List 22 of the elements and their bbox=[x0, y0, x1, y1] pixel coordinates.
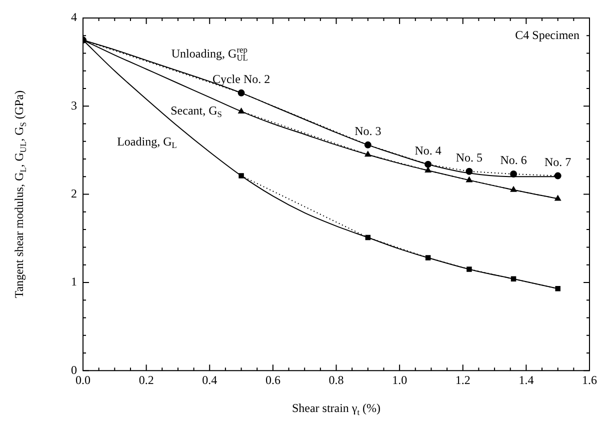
annotation: No. 4 bbox=[414, 143, 442, 158]
x-tick-label: 1.0 bbox=[392, 372, 408, 387]
y-tick-label: 2 bbox=[71, 186, 77, 200]
x-tick-label: 0.8 bbox=[328, 372, 344, 387]
x-tick-label: 0.2 bbox=[138, 372, 154, 387]
y-tick-label: 4 bbox=[71, 10, 77, 24]
x-tick-label: 0.0 bbox=[76, 372, 90, 387]
y-tick-label: 0 bbox=[71, 362, 77, 377]
x-tick-label: 1.6 bbox=[582, 372, 597, 387]
annotation: No. 7 bbox=[544, 154, 572, 169]
y-tick-label: 3 bbox=[71, 98, 77, 112]
y-axis-title: Tangent shear modulus, GL, GUL, GS (GPa) bbox=[12, 90, 28, 298]
annotation: No. 3 bbox=[354, 124, 382, 138]
x-tick-label: 1.2 bbox=[455, 372, 470, 387]
y-tick-label: 1 bbox=[71, 274, 77, 289]
annotation: Cycle No. 2 bbox=[212, 72, 270, 86]
x-tick-label: 1.4 bbox=[518, 372, 534, 387]
x-tick-label: 0.4 bbox=[202, 372, 218, 387]
annotation: No. 6 bbox=[500, 153, 527, 168]
annotation: No. 5 bbox=[456, 150, 483, 165]
annotation: C4 Specimen bbox=[515, 28, 580, 42]
x-tick-label: 0.6 bbox=[265, 372, 280, 387]
